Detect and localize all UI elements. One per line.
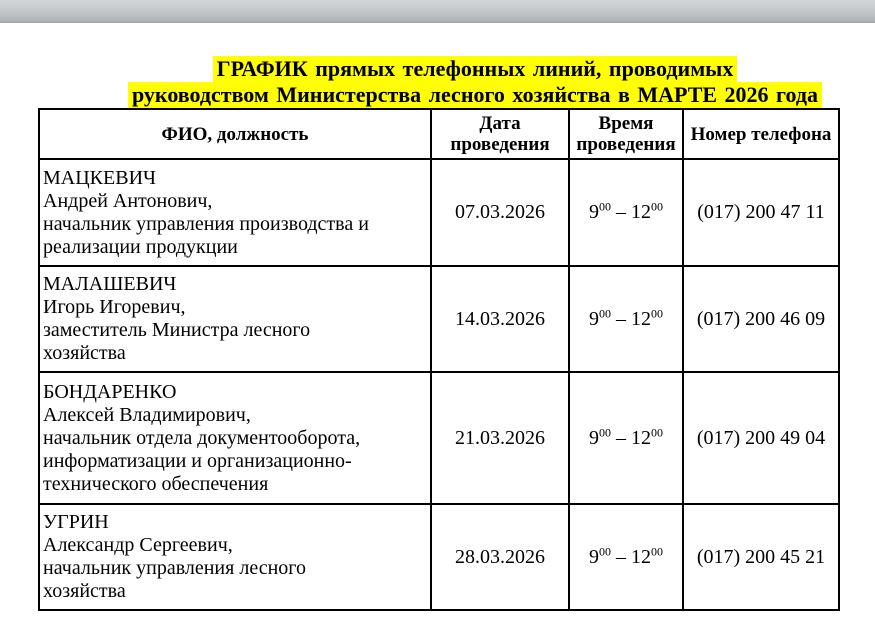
col-header-time: Время проведения <box>568 108 684 160</box>
date-cell: 21.03.2026 <box>430 371 570 505</box>
table-row: МАЛАШЕВИЧ Игорь Игоревич, заместитель Ми… <box>38 265 840 373</box>
time-dash: – <box>616 201 626 223</box>
document-page: ГРАФИК прямых телефонных линий, проводим… <box>0 56 875 611</box>
date-cell: 28.03.2026 <box>430 503 570 611</box>
table-row: МАЦКЕВИЧ Андрей Антонович, начальник упр… <box>38 158 840 267</box>
time-end: 12 <box>631 426 651 449</box>
time-cell: 900–1200 <box>568 265 684 373</box>
time-end-sup: 00 <box>651 199 663 214</box>
document-title-line-1: ГРАФИК прямых телефонных линий, проводим… <box>75 56 875 82</box>
time-end-sup: 00 <box>651 543 663 558</box>
time-end: 12 <box>631 307 651 330</box>
title-highlight-1: ГРАФИК прямых телефонных линий, проводим… <box>212 56 738 82</box>
time-end: 12 <box>631 545 651 568</box>
date-cell: 07.03.2026 <box>430 158 570 267</box>
time-end-sup: 00 <box>651 424 663 439</box>
phone-cell: (017) 200 45 21 <box>682 503 840 611</box>
window-top-strip <box>0 0 875 23</box>
time-cell: 900–1200 <box>568 503 684 611</box>
person-cell: УГРИН Александр Сергеевич, начальник упр… <box>38 503 432 611</box>
date-cell: 14.03.2026 <box>430 265 570 373</box>
document-title: ГРАФИК прямых телефонных линий, проводим… <box>75 56 875 108</box>
table-row: БОНДАРЕНКО Алексей Владимирович, начальн… <box>38 371 840 505</box>
time-start-sup: 00 <box>599 199 611 214</box>
time-start: 9 <box>589 545 599 568</box>
person-cell: БОНДАРЕНКО Алексей Владимирович, начальн… <box>38 371 432 505</box>
time-start: 9 <box>589 201 599 223</box>
time-dash: – <box>616 426 626 449</box>
time-cell: 900–1200 <box>568 158 684 267</box>
time-dash: – <box>616 545 626 568</box>
time-cell: 900–1200 <box>568 371 684 505</box>
phone-cell: (017) 200 46 09 <box>682 265 840 373</box>
time-start-sup: 00 <box>599 543 611 558</box>
time-start-sup: 00 <box>599 424 611 439</box>
phone-cell: (017) 200 49 04 <box>682 371 840 505</box>
person-cell: МАЛАШЕВИЧ Игорь Игоревич, заместитель Ми… <box>38 265 432 373</box>
document-title-line-2: руководством Министерства лесного хозяйс… <box>75 82 875 108</box>
person-cell: МАЦКЕВИЧ Андрей Антонович, начальник упр… <box>38 158 432 267</box>
col-header-phone: Номер телефона <box>682 108 840 160</box>
table-row: УГРИН Александр Сергеевич, начальник упр… <box>38 503 840 611</box>
time-end: 12 <box>631 201 651 223</box>
time-dash: – <box>616 307 626 330</box>
col-header-name: ФИО, должность <box>38 108 432 160</box>
phone-cell: (017) 200 47 11 <box>682 158 840 267</box>
title-highlight-2: руководством Министерства лесного хозяйс… <box>127 82 822 108</box>
time-end-sup: 00 <box>651 305 663 320</box>
schedule-table: ФИО, должность Дата проведения Время про… <box>38 108 840 611</box>
time-start-sup: 00 <box>599 305 611 320</box>
col-header-date: Дата проведения <box>430 108 570 160</box>
time-start: 9 <box>589 307 599 330</box>
time-start: 9 <box>589 426 599 449</box>
table-header-row: ФИО, должность Дата проведения Время про… <box>38 108 840 160</box>
